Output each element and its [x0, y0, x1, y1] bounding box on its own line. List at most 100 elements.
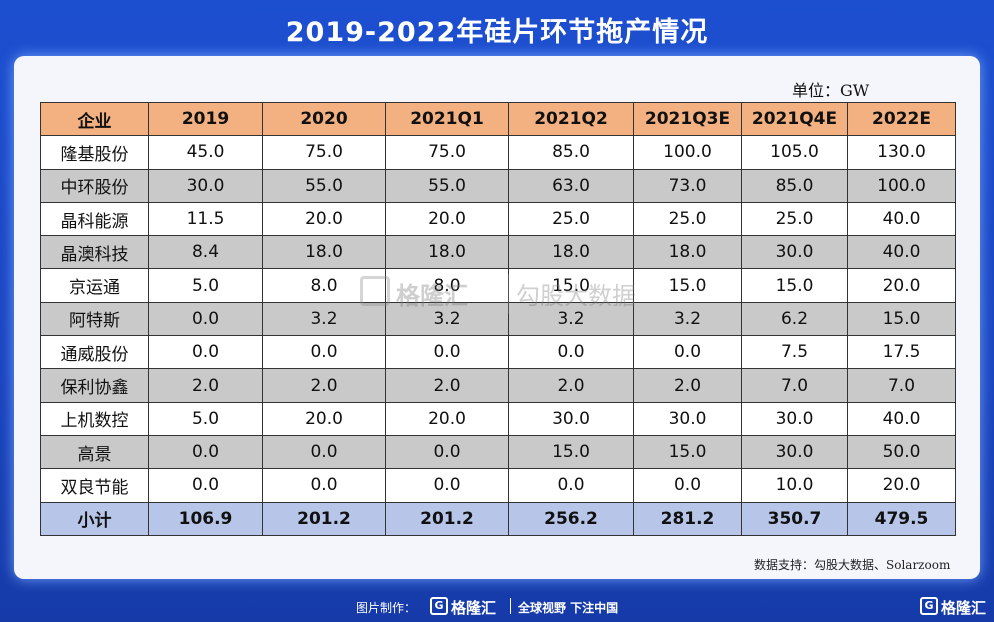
value-cell: 256.2	[508, 501, 634, 536]
value-cell: 105.0	[741, 135, 848, 170]
value-cell: 0.0	[385, 434, 509, 470]
table-row: 中环股份 30.0 55.0 55.0 63.0 73.0 85.0 100.0	[40, 168, 956, 203]
value-cell: 0.0	[262, 468, 386, 503]
watermark-text: 勾股大数据	[516, 282, 636, 310]
value-cell: 6.2	[741, 301, 848, 337]
footer-credit: 图片制作：	[356, 601, 417, 615]
value-cell: 2021Q4E	[741, 101, 848, 137]
value-cell: 0.0	[148, 468, 263, 503]
row-label-cell: 小计	[40, 501, 149, 536]
value-cell: 8.4	[148, 235, 263, 270]
value-cell: 25.0	[633, 201, 742, 237]
capacity-table: 企业 2019 2020 2021Q1 2021Q2 2021Q3E 2021Q4E 2022…	[40, 101, 956, 536]
value-cell: 55.0	[385, 168, 509, 203]
value-cell: 350.7	[741, 501, 848, 536]
table-row: 晶科能源 11.5 20.0 20.0 25.0 25.0 25.0 40.0	[40, 201, 956, 237]
table-row: 保利协鑫 2.0 2.0 2.0 2.0 2.0 7.0 7.0	[40, 368, 956, 403]
value-cell: 0.0	[262, 335, 386, 370]
value-cell: 45.0	[148, 135, 263, 170]
value-cell: 106.9	[148, 501, 263, 536]
value-cell: 8.0	[385, 268, 509, 303]
table-row: 阿特斯 0.0 3.2 3.2 3.2 3.2 6.2 15.0	[40, 301, 956, 337]
value-cell: 85.0	[741, 168, 848, 203]
value-cell: 63.0	[508, 168, 634, 203]
table-row: 京运通 5.0 8.0 8.0 15.0 15.0 15.0 20.0	[40, 268, 956, 303]
value-cell: 18.0	[633, 235, 742, 270]
value-cell: 55.0	[262, 168, 386, 203]
corner-brand: 格隆汇	[941, 599, 987, 617]
value-cell: 2.0	[262, 368, 386, 403]
value-cell: 0.0	[148, 434, 263, 470]
table-row: 双良节能 0.0 0.0 0.0 0.0 0.0 10.0 20.0	[40, 468, 956, 503]
row-label-cell: 高景	[40, 434, 149, 470]
row-label-cell: 晶科能源	[40, 201, 149, 237]
table-row: 隆基股份 45.0 75.0 75.0 85.0 100.0 105.0 130.0	[40, 135, 956, 170]
value-cell: 11.5	[148, 201, 263, 237]
value-cell: 3.2	[633, 301, 742, 337]
row-label-cell: 双良节能	[40, 468, 149, 503]
row-label-cell: 中环股份	[40, 168, 149, 203]
value-cell: 2020	[262, 101, 386, 137]
table-row: 上机数控 5.0 20.0 20.0 30.0 30.0 30.0 40.0	[40, 401, 956, 436]
value-cell: 75.0	[262, 135, 386, 170]
watermark-divider	[508, 274, 509, 314]
value-cell: 2021Q1	[385, 101, 509, 137]
value-cell: 30.0	[741, 434, 848, 470]
value-cell: 30.0	[633, 401, 742, 436]
value-cell: 0.0	[385, 468, 509, 503]
value-cell: 0.0	[385, 335, 509, 370]
value-cell: 30.0	[508, 401, 634, 436]
value-cell: 85.0	[508, 135, 634, 170]
page-title: 2019-2022年硅片环节拖产情况	[285, 17, 709, 48]
value-cell: 18.0	[385, 235, 509, 270]
value-cell: 30.0	[148, 168, 263, 203]
value-cell: 8.0	[262, 268, 386, 303]
value-cell: 20.0	[847, 468, 956, 503]
value-cell: 20.0	[262, 401, 386, 436]
value-cell: 20.0	[262, 201, 386, 237]
value-cell: 40.0	[847, 201, 956, 237]
watermark: 格隆汇 勾股大数据	[360, 272, 650, 320]
value-cell: 7.0	[741, 368, 848, 403]
value-cell: 3.2	[508, 301, 634, 337]
value-cell: 0.0	[262, 434, 386, 470]
source-note: 数据支持：勾股大数据、Solarzoom	[754, 558, 951, 572]
value-cell: 25.0	[741, 201, 848, 237]
value-cell: 0.0	[633, 468, 742, 503]
row-label-cell: 保利协鑫	[40, 368, 149, 403]
row-label-cell: 阿特斯	[40, 301, 149, 337]
footer: 图片制作： G 格隆汇 全球视野 下注中国	[0, 591, 994, 622]
watermark-logo-icon	[360, 276, 390, 306]
value-cell: 7.0	[847, 368, 956, 403]
corner-logo-icon: G	[920, 597, 938, 615]
table-row: 通威股份 0.0 0.0 0.0 0.0 0.0 7.5 17.5	[40, 335, 956, 370]
value-cell: 201.2	[262, 501, 386, 536]
value-cell: 15.0	[508, 434, 634, 470]
value-cell: 2.0	[633, 368, 742, 403]
value-cell: 0.0	[508, 468, 634, 503]
table-header-row: 企业 2019 2020 2021Q1 2021Q2 2021Q3E 2021Q4E 2022…	[40, 101, 956, 137]
row-label-cell: 京运通	[40, 268, 149, 303]
value-cell: 18.0	[262, 235, 386, 270]
table-total-row: 小计 106.9 201.2 201.2 256.2 281.2 350.7 479.5	[40, 501, 956, 536]
value-cell: 40.0	[847, 235, 956, 270]
value-cell: 0.0	[148, 335, 263, 370]
value-cell: 20.0	[847, 268, 956, 303]
value-cell: 17.5	[847, 335, 956, 370]
value-cell: 75.0	[385, 135, 509, 170]
value-cell: 50.0	[847, 434, 956, 470]
value-cell: 40.0	[847, 401, 956, 436]
value-cell: 18.0	[508, 235, 634, 270]
value-cell: 0.0	[633, 335, 742, 370]
value-cell: 7.5	[741, 335, 848, 370]
value-cell: 479.5	[847, 501, 956, 536]
value-cell: 15.0	[633, 268, 742, 303]
value-cell: 0.0	[508, 335, 634, 370]
value-cell: 201.2	[385, 501, 509, 536]
value-cell: 5.0	[148, 268, 263, 303]
watermark-brand: 格隆汇	[396, 282, 468, 310]
brand-logo-icon: G	[430, 597, 448, 615]
value-cell: 30.0	[741, 401, 848, 436]
value-cell: 30.0	[741, 235, 848, 270]
value-cell: 15.0	[741, 268, 848, 303]
